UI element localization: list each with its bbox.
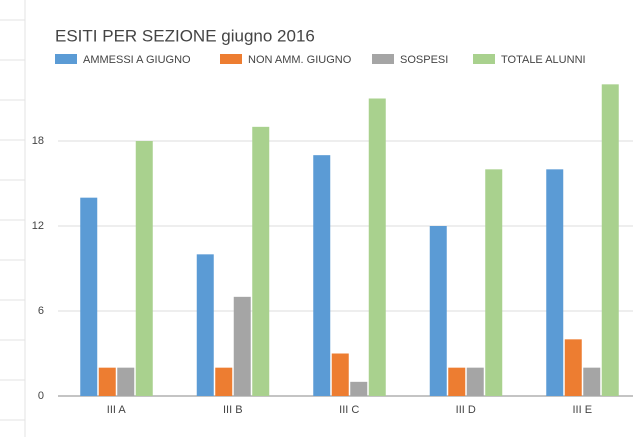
- bar: [368, 98, 386, 396]
- bar: [215, 367, 233, 396]
- bar: [485, 169, 503, 396]
- legend-label: NON AMM. GIUGNO: [248, 54, 352, 66]
- y-tick-label: 18: [32, 135, 44, 147]
- bar: [80, 197, 98, 396]
- legend-swatch: [220, 54, 242, 64]
- legend-swatch: [55, 54, 77, 64]
- bar: [196, 254, 214, 396]
- bar: [98, 367, 116, 396]
- legend-swatch: [473, 54, 495, 64]
- bar: [252, 126, 270, 396]
- legend-swatch: [372, 54, 394, 64]
- bar: [466, 367, 484, 396]
- legend-label: TOTALE ALUNNI: [501, 54, 586, 66]
- bar: [546, 169, 564, 396]
- bar: [117, 367, 135, 396]
- legend-label: SOSPESI: [400, 54, 448, 66]
- x-tick-label: III E: [572, 404, 592, 416]
- bar: [429, 226, 447, 396]
- bar: [583, 367, 601, 396]
- bar: [135, 141, 153, 396]
- legend-label: AMMESSI A GIUGNO: [83, 54, 191, 66]
- bar: [350, 381, 368, 396]
- bar: [233, 296, 251, 396]
- x-tick-label: III A: [107, 404, 127, 416]
- y-tick-label: 12: [32, 220, 44, 232]
- bar: [564, 339, 582, 396]
- chart-title: ESITI PER SEZIONE giugno 2016: [55, 26, 315, 45]
- bar: [601, 84, 619, 396]
- bar: [448, 367, 466, 396]
- y-tick-label: 6: [38, 305, 44, 317]
- bar: [331, 353, 349, 396]
- x-tick-label: III B: [223, 404, 243, 416]
- x-tick-label: III D: [456, 404, 476, 416]
- x-tick-label: III C: [339, 404, 359, 416]
- bar: [313, 155, 331, 396]
- y-tick-label: 0: [38, 390, 44, 402]
- sheet-grid: [0, 0, 26, 437]
